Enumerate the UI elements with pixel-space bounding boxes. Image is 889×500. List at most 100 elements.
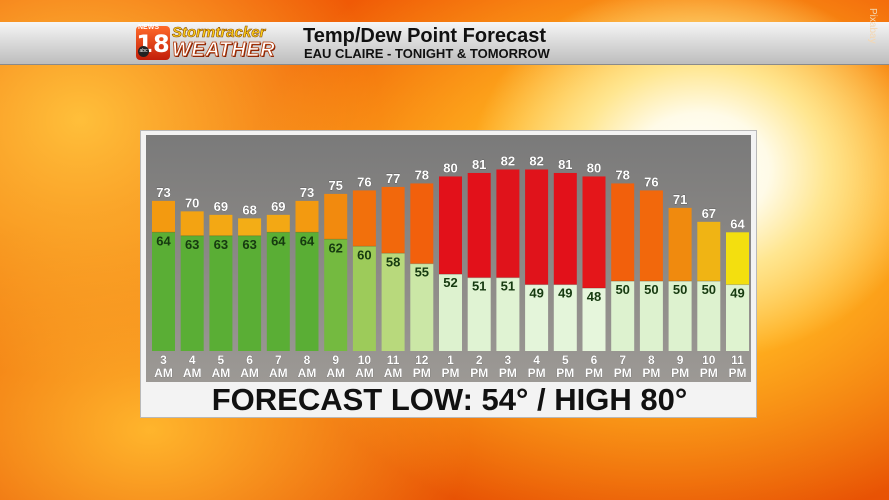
temp-bar [410,183,434,264]
dewpoint-bar [496,277,520,351]
temp-value-label: 73 [156,185,170,200]
dewpoint-bar [639,281,663,351]
dewpoint-value-label: 63 [185,237,199,252]
dewpoint-bar [209,235,233,351]
x-tick-hour: 8 [304,353,311,367]
temp-value-label: 80 [443,160,457,175]
temp-value-label: 69 [214,199,228,214]
temp-value-label: 78 [415,167,429,182]
temp-value-label: 76 [357,174,371,189]
dewpoint-bar [152,232,175,351]
page-subtitle: EAU CLAIRE - TONIGHT & TOMORROW [304,46,550,61]
dewpoint-value-label: 51 [472,279,486,294]
temp-bar [553,172,577,285]
temp-bar [381,186,405,254]
dewpoint-bar [410,263,434,351]
temp-value-label: 69 [271,199,285,214]
temp-value-label: 73 [300,185,314,200]
logo-network-badge: abc [138,46,149,57]
dewpoint-value-label: 60 [357,247,371,262]
x-tick-hour: 4 [189,353,196,367]
x-tick-hour: 5 [562,353,569,367]
temp-value-label: 81 [472,157,486,172]
temp-bar [238,218,262,236]
x-tick-hour: 9 [332,353,339,367]
x-tick-hour: 7 [275,353,282,367]
x-tick-period: PM [585,366,603,380]
temp-value-label: 71 [673,192,687,207]
dewpoint-bar [238,235,262,351]
x-tick-period: PM [470,366,488,380]
temp-value-label: 82 [529,153,543,168]
temp-bar [668,207,692,282]
dewpoint-bar [525,284,549,351]
dewpoint-value-label: 50 [615,282,629,297]
temp-value-label: 78 [615,167,629,182]
temp-bar [295,200,319,233]
x-tick-hour: 10 [702,353,716,367]
x-tick-hour: 11 [387,353,400,367]
x-tick-hour: 12 [415,353,429,367]
dewpoint-bar [381,253,405,351]
x-tick-hour: 10 [358,353,372,367]
x-tick-period: PM [413,366,431,380]
logo-news-text: NEWS [138,24,159,31]
x-tick-hour: 3 [505,353,512,367]
forecast-summary: FORECAST LOW: 54° / HIGH 80° [211,382,688,417]
dewpoint-value-label: 49 [558,286,572,301]
x-tick-period: PM [614,366,632,380]
temp-dewpoint-chart: 73643AM70634AM69635AM68636AM69647AM73648… [152,153,749,380]
dewpoint-value-label: 49 [730,286,744,301]
temp-value-label: 77 [386,171,400,186]
x-tick-period: PM [556,366,574,380]
x-tick-period: AM [384,366,403,380]
temp-bar [611,183,635,282]
temp-bar [726,232,749,285]
x-tick-hour: 2 [476,353,483,367]
dewpoint-value-label: 50 [702,282,716,297]
dewpoint-value-label: 63 [214,237,228,252]
temp-value-label: 76 [644,174,658,189]
dewpoint-value-label: 64 [300,233,315,248]
temp-bar [266,214,290,233]
temp-bar [467,172,491,278]
x-tick-period: AM [269,366,288,380]
x-tick-period: AM [326,366,345,380]
dewpoint-bar [697,281,721,351]
x-tick-hour: 9 [677,353,684,367]
x-tick-period: AM [355,366,374,380]
dewpoint-value-label: 63 [242,237,256,252]
x-tick-period: AM [183,366,202,380]
temp-value-label: 75 [328,178,342,193]
x-tick-hour: 3 [160,353,167,367]
dewpoint-value-label: 55 [415,265,429,280]
x-tick-hour: 5 [218,353,225,367]
dewpoint-bar [266,232,290,351]
dewpoint-bar [324,239,348,351]
temp-value-label: 67 [702,206,716,221]
dewpoint-bar [467,277,491,351]
x-tick-period: AM [154,366,173,380]
logo-brand-bottom: WEATHER [172,39,276,62]
dewpoint-value-label: 50 [673,282,687,297]
dewpoint-value-label: 62 [328,240,342,255]
x-tick-period: AM [298,366,317,380]
x-tick-period: AM [212,366,231,380]
dewpoint-value-label: 58 [386,254,400,269]
dewpoint-value-label: 64 [156,233,171,248]
temp-bar [352,190,376,247]
dewpoint-bar [726,284,749,351]
dewpoint-value-label: 52 [443,275,457,290]
logo-brand-top: Stormtracker [172,24,266,42]
station-logo: 18 NEWS abc Stormtracker WEATHER [134,24,296,62]
temp-value-label: 70 [185,195,199,210]
x-tick-period: PM [499,366,517,380]
dewpoint-value-label: 48 [587,289,601,304]
temp-bar [439,176,462,275]
temp-bar [496,169,520,278]
dewpoint-bar [668,281,692,351]
dewpoint-bar [352,246,376,351]
dewpoint-value-label: 49 [529,286,543,301]
x-tick-period: PM [442,366,460,380]
temp-bar [209,214,233,236]
